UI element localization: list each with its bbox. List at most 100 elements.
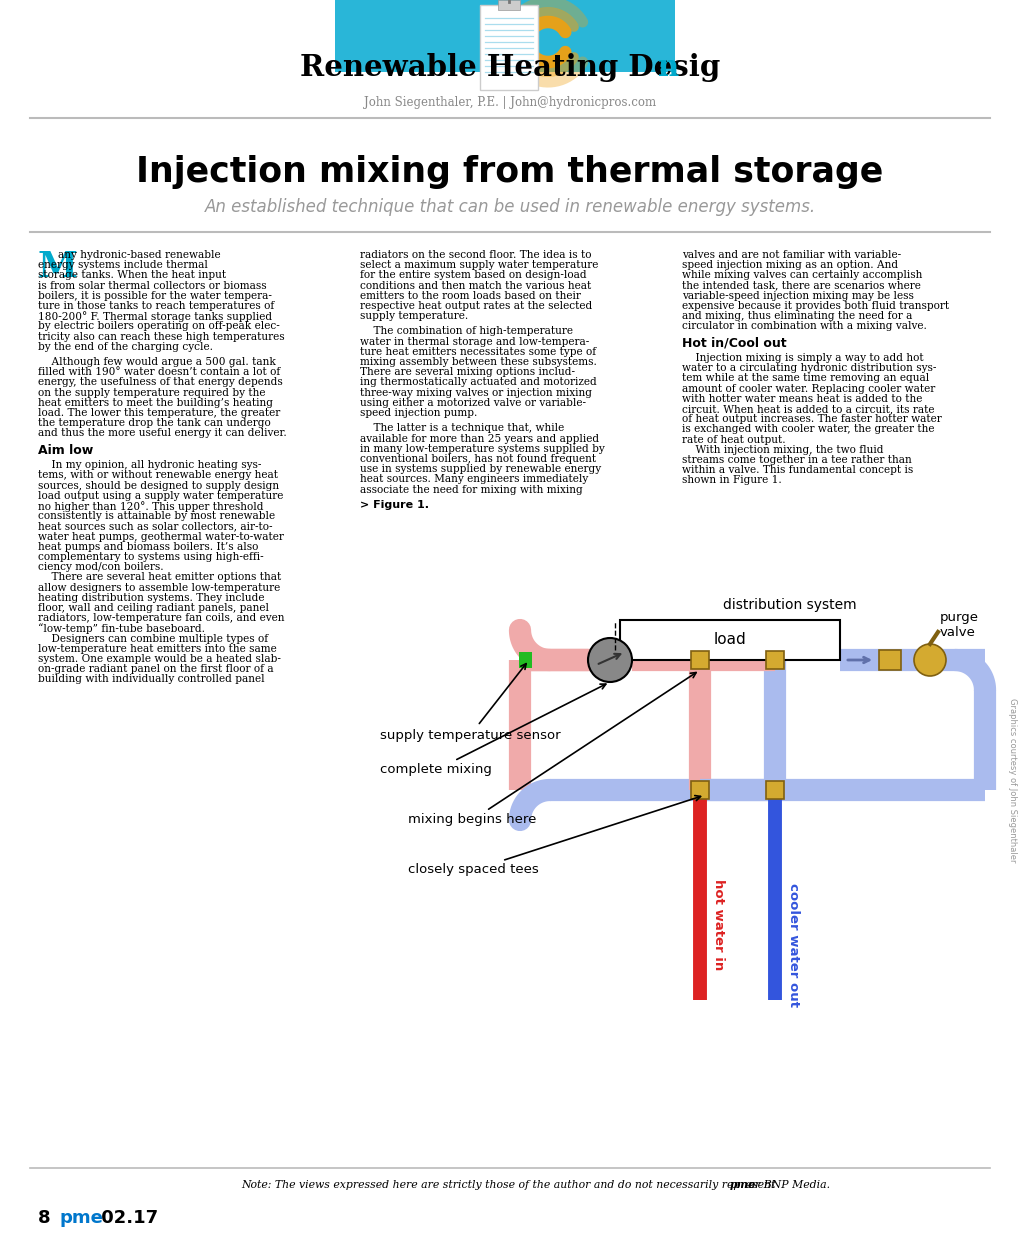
- Text: use in systems supplied by renewable energy: use in systems supplied by renewable ene…: [360, 464, 600, 474]
- Text: in many low-temperature systems supplied by: in many low-temperature systems supplied…: [360, 444, 604, 454]
- Bar: [519, 652, 532, 668]
- Text: heat sources such as solar collectors, air-to-: heat sources such as solar collectors, a…: [38, 521, 272, 531]
- Text: M: M: [38, 251, 77, 284]
- Text: supply temperature sensor: supply temperature sensor: [380, 664, 560, 742]
- Text: There are several heat emitter options that: There are several heat emitter options t…: [38, 573, 281, 583]
- Text: consistently is attainable by most renewable: consistently is attainable by most renew…: [38, 511, 275, 521]
- Text: respective heat output rates at the selected: respective heat output rates at the sele…: [360, 301, 592, 311]
- Text: An established technique that can be used in renewable energy systems.: An established technique that can be use…: [204, 198, 815, 216]
- Text: 02.17: 02.17: [95, 1209, 158, 1227]
- Text: heat emitters to meet the building’s heating: heat emitters to meet the building’s hea…: [38, 398, 273, 408]
- Text: for the entire system based on design-load: for the entire system based on design-lo…: [360, 271, 586, 281]
- Text: expensive because it provides both fluid transport: expensive because it provides both fluid…: [682, 301, 949, 311]
- Text: circuit. When heat is added to a circuit, its rate: circuit. When heat is added to a circuit…: [682, 403, 933, 413]
- Bar: [765, 781, 784, 799]
- Text: using either a motorized valve or variable-: using either a motorized valve or variab…: [360, 398, 586, 408]
- Text: John Siegenthaler, P.E. | John@hydronicpros.com: John Siegenthaler, P.E. | John@hydronicp…: [364, 96, 655, 109]
- Text: the temperature drop the tank can undergo: the temperature drop the tank can underg…: [38, 419, 270, 429]
- Text: on the supply temperature required by the: on the supply temperature required by th…: [38, 387, 265, 397]
- Text: and mixing, thus eliminating the need for a: and mixing, thus eliminating the need fo…: [682, 311, 911, 321]
- Text: on-grade radiant panel on the first floor of a: on-grade radiant panel on the first floo…: [38, 664, 273, 674]
- Text: emitters to the room loads based on their: emitters to the room loads based on thei…: [360, 291, 580, 301]
- Text: pme: pme: [730, 1179, 755, 1190]
- Text: ciency mod/con boilers.: ciency mod/con boilers.: [38, 563, 163, 573]
- Text: filled with 190° water doesn’t contain a lot of: filled with 190° water doesn’t contain a…: [38, 367, 280, 377]
- Text: allow designers to assemble low-temperature: allow designers to assemble low-temperat…: [38, 583, 280, 593]
- Text: available for more than 25 years and applied: available for more than 25 years and app…: [360, 434, 598, 444]
- Text: complementary to systems using high-effi-: complementary to systems using high-effi…: [38, 551, 263, 561]
- Text: the intended task, there are scenarios where: the intended task, there are scenarios w…: [682, 281, 920, 291]
- Text: streams come together in a tee rather than: streams come together in a tee rather th…: [682, 455, 911, 465]
- Text: heating distribution systems. They include: heating distribution systems. They inclu…: [38, 593, 264, 603]
- Text: load: load: [713, 633, 746, 648]
- Text: load. The lower this temperature, the greater: load. The lower this temperature, the gr…: [38, 408, 280, 419]
- Text: energy, the usefulness of that energy depends: energy, the usefulness of that energy de…: [38, 377, 282, 387]
- Text: with hotter water means heat is added to the: with hotter water means heat is added to…: [682, 393, 921, 403]
- Bar: [690, 652, 708, 669]
- Bar: [620, 620, 840, 660]
- Text: by the end of the charging cycle.: by the end of the charging cycle.: [38, 342, 213, 352]
- Text: complete mixing: complete mixing: [380, 684, 605, 777]
- Text: within a valve. This fundamental concept is: within a valve. This fundamental concept…: [682, 465, 912, 475]
- Text: tricity also can reach these high temperatures: tricity also can reach these high temper…: [38, 332, 284, 342]
- Text: of heat output increases. The faster hotter water: of heat output increases. The faster hot…: [682, 415, 941, 425]
- Text: mixing begins here: mixing begins here: [408, 673, 695, 827]
- Text: n: n: [657, 53, 679, 81]
- Text: ture heat emitters necessitates some type of: ture heat emitters necessitates some typ…: [360, 347, 595, 357]
- Text: heat sources. Many engineers immediately: heat sources. Many engineers immediately: [360, 475, 588, 485]
- Text: load output using a supply water temperature: load output using a supply water tempera…: [38, 491, 283, 501]
- Text: low-temperature heat emitters into the same: low-temperature heat emitters into the s…: [38, 644, 276, 654]
- Circle shape: [913, 644, 945, 677]
- Text: system. One example would be a heated slab-: system. One example would be a heated sl…: [38, 654, 280, 664]
- Circle shape: [587, 638, 632, 682]
- Text: cooler water out: cooler water out: [787, 883, 799, 1007]
- Text: water in thermal storage and low-tempera-: water in thermal storage and low-tempera…: [360, 337, 589, 347]
- Bar: [878, 650, 900, 670]
- Text: supply temperature.: supply temperature.: [360, 311, 468, 321]
- Text: mixing assembly between these subsystems.: mixing assembly between these subsystems…: [360, 357, 596, 367]
- Text: while mixing valves can certainly accomplish: while mixing valves can certainly accomp…: [682, 271, 921, 281]
- Text: radiators on the second floor. The idea is to: radiators on the second floor. The idea …: [360, 251, 591, 261]
- Text: rate of heat output.: rate of heat output.: [682, 435, 785, 445]
- Text: is exchanged with cooler water, the greater the: is exchanged with cooler water, the grea…: [682, 425, 933, 435]
- Text: no higher than 120°. This upper threshold: no higher than 120°. This upper threshol…: [38, 501, 263, 511]
- Bar: [690, 781, 708, 799]
- Text: pme: pme: [60, 1209, 104, 1227]
- Text: Hot in/Cool out: Hot in/Cool out: [682, 337, 786, 350]
- Text: There are several mixing options includ-: There are several mixing options includ-: [360, 367, 575, 377]
- Text: Injection mixing from thermal storage: Injection mixing from thermal storage: [137, 155, 882, 189]
- Bar: [334, 0, 675, 71]
- Text: “low-temp” fin-tube baseboard.: “low-temp” fin-tube baseboard.: [38, 623, 205, 634]
- Text: Renewable Heating Desig: Renewable Heating Desig: [300, 53, 719, 81]
- Text: With injection mixing, the two fluid: With injection mixing, the two fluid: [682, 445, 882, 455]
- Text: > Figure 1.: > Figure 1.: [360, 500, 429, 510]
- Text: closely spaced tees: closely spaced tees: [408, 796, 700, 877]
- Text: Graphics courtesy of John Siegenthaler: Graphics courtesy of John Siegenthaler: [1008, 698, 1017, 862]
- Text: select a maximum supply water temperature: select a maximum supply water temperatur…: [360, 261, 598, 271]
- Text: amount of cooler water. Replacing cooler water: amount of cooler water. Replacing cooler…: [682, 383, 934, 393]
- Text: by electric boilers operating on off-peak elec-: by electric boilers operating on off-pea…: [38, 322, 279, 331]
- Text: Note: The views expressed here are strictly those of the author and do not neces: Note: The views expressed here are stric…: [240, 1180, 779, 1190]
- Bar: [765, 652, 784, 669]
- Text: ing thermostatically actuated and motorized: ing thermostatically actuated and motori…: [360, 377, 596, 387]
- Text: building with individually controlled panel: building with individually controlled pa…: [38, 674, 264, 684]
- Text: tems, with or without renewable energy heat: tems, with or without renewable energy h…: [38, 470, 278, 480]
- Text: 8: 8: [38, 1209, 51, 1227]
- Text: speed injection mixing as an option. And: speed injection mixing as an option. And: [682, 261, 898, 271]
- Text: conditions and then match the various heat: conditions and then match the various he…: [360, 281, 591, 291]
- Text: energy systems include thermal: energy systems include thermal: [38, 261, 208, 271]
- Text: In my opinion, all hydronic heating sys-: In my opinion, all hydronic heating sys-: [38, 460, 261, 470]
- Text: storage tanks. When the heat input: storage tanks. When the heat input: [38, 271, 226, 281]
- Text: Although few would argue a 500 gal. tank: Although few would argue a 500 gal. tank: [38, 357, 275, 367]
- Text: The combination of high-temperature: The combination of high-temperature: [360, 327, 573, 337]
- Text: circulator in combination with a mixing valve.: circulator in combination with a mixing …: [682, 322, 926, 331]
- Bar: [497, 0, 520, 10]
- Text: Designers can combine multiple types of: Designers can combine multiple types of: [38, 634, 268, 644]
- Text: distribution system: distribution system: [722, 598, 856, 611]
- Text: floor, wall and ceiling radiant panels, panel: floor, wall and ceiling radiant panels, …: [38, 603, 269, 613]
- Text: water to a circulating hydronic distribution sys-: water to a circulating hydronic distribu…: [682, 363, 935, 373]
- Text: variable-speed injection mixing may be less: variable-speed injection mixing may be l…: [682, 291, 913, 301]
- Text: heat pumps and biomass boilers. It’s also: heat pumps and biomass boilers. It’s als…: [38, 541, 258, 551]
- Text: valves and are not familiar with variable-: valves and are not familiar with variabl…: [682, 251, 900, 261]
- Text: Injection mixing is simply a way to add hot: Injection mixing is simply a way to add …: [682, 353, 923, 363]
